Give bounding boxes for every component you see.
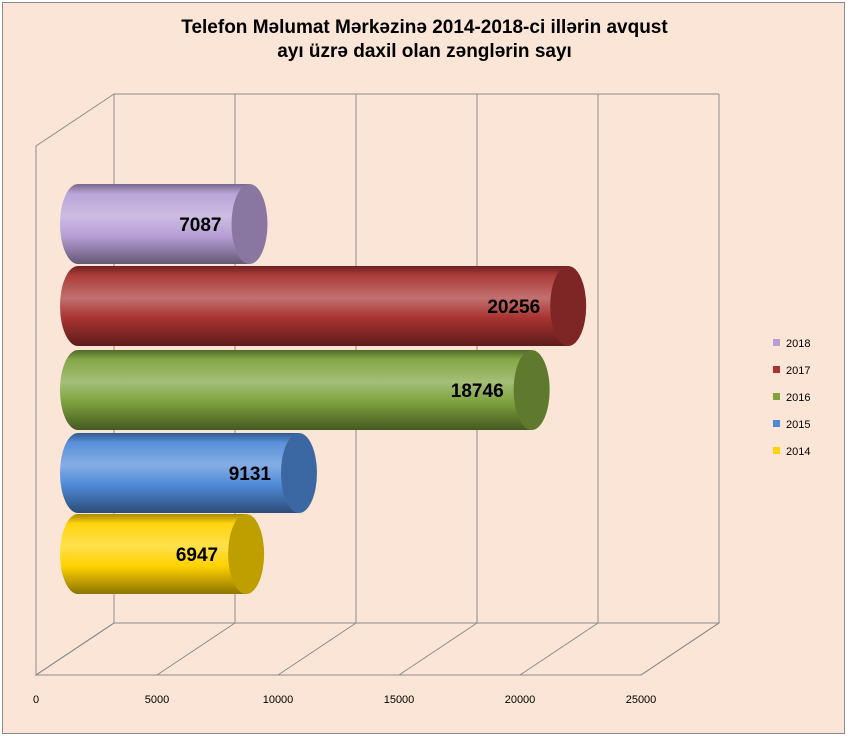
bar-body-2014 [60,514,247,594]
tick-label-10000: 10000 [263,694,294,706]
bars: 6947 9131 18746 20256 7087 [60,184,587,594]
bar-cap-2018 [231,184,268,264]
legend-swatch-2016 [773,393,780,400]
legend-label-2018: 2018 [786,338,810,350]
legend-swatch-2015 [773,420,780,427]
legend: 2018 2017 2016 2015 2014 [773,338,810,458]
bar-body-2016 [60,350,532,430]
legend-label-2014: 2014 [786,446,810,458]
floor-line-0 [35,622,115,676]
data-label-2017: 20256 [487,297,540,318]
chart-title: Telefon Məlumat Mərkəzinə 2014-2018-ci i… [0,16,849,64]
legend-swatch-2014 [773,447,780,454]
floor [34,622,721,676]
data-label-2018: 7087 [179,215,221,236]
tick-label-20000: 20000 [505,694,536,706]
bar-2015: 9131 [60,433,317,513]
x-axis-ticks: 0 5000 10000 15000 20000 25000 [33,694,656,706]
bar-body-2018 [60,184,250,264]
floor-line-15000 [398,622,478,676]
bar-2014: 6947 [60,514,265,594]
chart-title-line-2: ayı üzrə daxil olan zənglərin sayı [277,41,572,62]
bar-cap-2016 [513,350,550,430]
legend-swatch-2018 [773,339,780,346]
legend-label-2017: 2017 [786,365,810,377]
legend-swatch-2017 [773,366,780,373]
tick-label-0: 0 [33,694,39,706]
bar-cap-2015 [280,433,317,513]
bar-2018: 7087 [60,184,268,264]
legend-label-2015: 2015 [786,419,810,431]
floor-line-10000 [277,622,357,676]
tick-label-5000: 5000 [145,694,169,706]
floor-line-5000 [156,622,236,676]
bar-body-2015 [60,433,299,513]
data-label-2015: 9131 [229,464,272,485]
floor-line-20000 [519,622,599,676]
bar-body-2017 [60,266,569,346]
bar-2016: 18746 [60,350,550,430]
tick-label-25000: 25000 [626,694,657,706]
chart-title-line-1: Telefon Məlumat Mərkəzinə 2014-2018-ci i… [181,17,668,38]
floor-line-25000 [640,622,720,676]
bar-2017: 20256 [60,266,587,346]
legend-label-2016: 2016 [786,392,810,404]
data-label-2016: 18746 [451,381,504,402]
tick-label-15000: 15000 [384,694,415,706]
bar-cap-2014 [228,514,265,594]
bar-cap-2017 [550,266,587,346]
data-label-2014: 6947 [176,545,218,566]
